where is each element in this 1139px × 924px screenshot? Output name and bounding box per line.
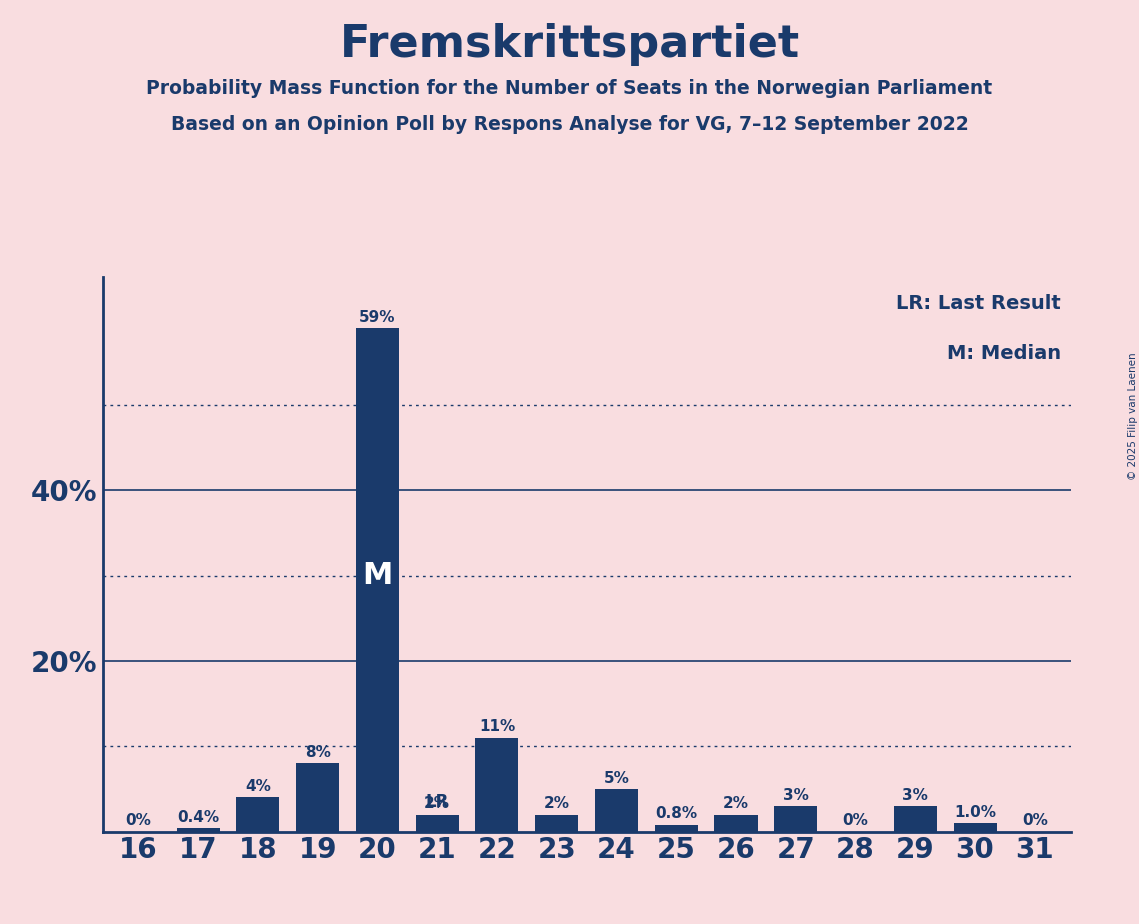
Text: © 2025 Filip van Laenen: © 2025 Filip van Laenen <box>1129 352 1138 480</box>
Text: 2%: 2% <box>424 796 450 811</box>
Text: M: Median: M: Median <box>947 344 1060 363</box>
Bar <box>894 806 936 832</box>
Text: LR: Last Result: LR: Last Result <box>896 294 1060 313</box>
Bar <box>595 789 638 832</box>
Text: 0.8%: 0.8% <box>655 807 697 821</box>
Text: 59%: 59% <box>359 310 395 325</box>
Bar <box>775 806 818 832</box>
Bar <box>714 815 757 832</box>
Bar <box>296 763 339 832</box>
Text: 11%: 11% <box>478 720 515 735</box>
Bar <box>237 797 279 832</box>
Text: M: M <box>362 561 393 590</box>
Text: 4%: 4% <box>245 779 271 794</box>
Text: 2%: 2% <box>543 796 570 811</box>
Text: 1.0%: 1.0% <box>954 805 995 820</box>
Text: 0%: 0% <box>1022 813 1048 828</box>
Bar <box>535 815 579 832</box>
Text: 3%: 3% <box>782 787 809 803</box>
Text: 0.4%: 0.4% <box>177 809 219 825</box>
Text: 0%: 0% <box>125 813 151 828</box>
Bar <box>953 823 997 832</box>
Text: Probability Mass Function for the Number of Seats in the Norwegian Parliament: Probability Mass Function for the Number… <box>147 79 992 98</box>
Bar <box>177 828 220 832</box>
Text: 2%: 2% <box>723 796 749 811</box>
Text: 5%: 5% <box>604 771 630 785</box>
Text: 3%: 3% <box>902 787 928 803</box>
Text: LR: LR <box>426 793 449 811</box>
Text: 0%: 0% <box>843 813 868 828</box>
Text: Fremskrittspartiet: Fremskrittspartiet <box>339 23 800 67</box>
Text: Based on an Opinion Poll by Respons Analyse for VG, 7–12 September 2022: Based on an Opinion Poll by Respons Anal… <box>171 116 968 135</box>
Bar <box>355 328 399 832</box>
Bar <box>655 825 698 832</box>
Text: 8%: 8% <box>305 745 330 760</box>
Bar <box>475 737 518 832</box>
Bar <box>416 815 459 832</box>
